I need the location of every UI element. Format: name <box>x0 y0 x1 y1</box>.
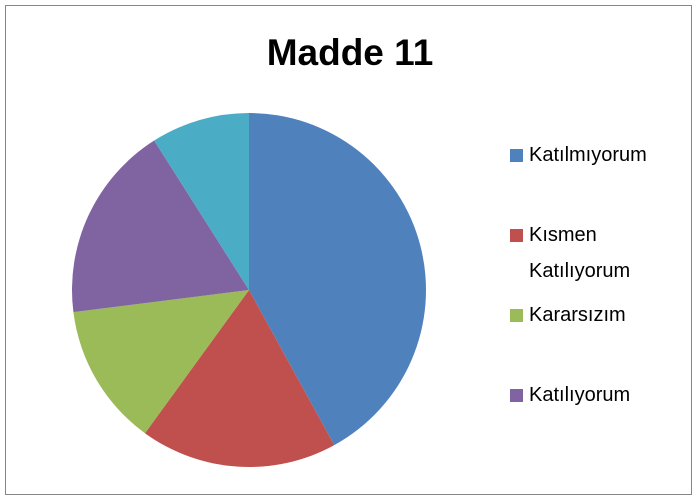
pie-slice <box>154 113 249 290</box>
legend-swatch <box>510 229 523 242</box>
legend-label: Katılıyorum <box>529 384 631 406</box>
legend-label: Kısmen Katılıyorum <box>529 224 631 282</box>
pie-slice <box>71 140 249 313</box>
legend-item: Katılmıyorum <box>510 137 670 173</box>
legend-item: Kararsızım <box>510 297 670 333</box>
pie-slice <box>144 290 335 467</box>
legend-swatch <box>510 389 523 402</box>
legend-swatch <box>510 149 523 162</box>
legend-swatch <box>510 309 523 322</box>
legend-label: Katılmıyorum <box>529 144 647 166</box>
legend-item: Kısmen Katılıyorum <box>510 217 670 289</box>
legend-label: Kararsızım <box>529 304 626 326</box>
pie-slice <box>73 290 250 434</box>
pie-slice <box>249 113 426 446</box>
legend-item: Katılıyorum <box>510 377 670 413</box>
chart-title: Madde 11 <box>267 32 434 73</box>
